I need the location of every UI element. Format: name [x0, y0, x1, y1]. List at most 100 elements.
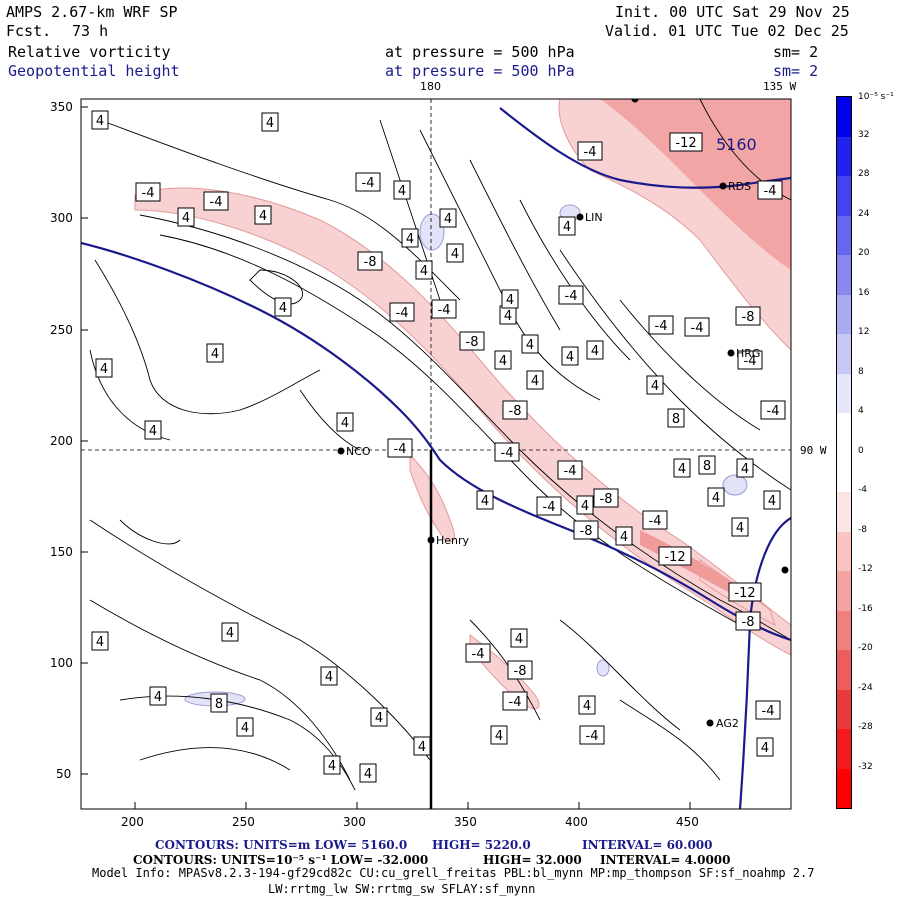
colorbar-segment — [837, 294, 851, 335]
contour-label: 4 — [144, 420, 162, 440]
colorbar-label: 24 — [858, 208, 870, 219]
contour-label-text: 4 — [444, 212, 452, 227]
colorbar-label: -28 — [858, 722, 873, 732]
contour-label-text: 4 — [741, 462, 749, 477]
colorbar-segment — [837, 610, 851, 651]
contour-label: -4 — [502, 691, 528, 711]
station-hrg: HRG — [736, 347, 760, 360]
contour-label-text: -8 — [580, 524, 593, 539]
contour-label: 4 — [393, 180, 411, 200]
contour-label: -12 — [658, 546, 692, 566]
contour-label: 4 — [615, 526, 633, 546]
contour-label: -4 — [431, 299, 457, 319]
contour-label-text: -4 — [744, 354, 757, 369]
contour-label-text: 4 — [226, 626, 234, 641]
contour-label-text: 4 — [768, 494, 776, 509]
contour-label: 4 — [177, 207, 195, 227]
y-tick-150: 150 — [50, 545, 73, 559]
contour-label: -4 — [579, 725, 605, 745]
forecast-hour: 73 h — [72, 22, 109, 40]
contour-label: 4 — [494, 350, 512, 370]
model-title: AMPS 2.67-km WRF SP — [6, 3, 178, 21]
contour-label: 8 — [210, 693, 228, 713]
contour-label-text: 4 — [526, 338, 534, 353]
colorbar-segment — [837, 729, 851, 769]
contour-label-text: 4 — [266, 116, 274, 131]
colorbar-segment — [837, 97, 851, 137]
contour-label-text: 4 — [563, 220, 571, 235]
contour-label: 4 — [731, 517, 749, 537]
contour-label-text: 8 — [215, 697, 223, 712]
contour-label-text: 4 — [279, 301, 287, 316]
contour-label-text: -4 — [586, 729, 599, 744]
contour-label: 4 — [336, 412, 354, 432]
contour-label-text: 4 — [100, 362, 108, 377]
contour-label: 4 — [254, 205, 272, 225]
station-lin: LIN — [585, 211, 603, 224]
lon-label-180: 180 — [420, 80, 441, 93]
contour-label: 4 — [359, 763, 377, 783]
contour-label: -8 — [593, 488, 619, 508]
colorbar-segment — [837, 373, 851, 414]
contour-label: 4 — [415, 260, 433, 280]
height-contour-high: HIGH= 5220.0 — [432, 838, 531, 852]
contour-label: 8 — [667, 408, 685, 428]
contour-label: -8 — [357, 251, 383, 271]
contour-label: -12 — [669, 132, 703, 152]
contour-label-text: 4 — [678, 462, 686, 477]
colorbar-label: 12 — [858, 327, 870, 337]
lon-label-90w: 90 W — [800, 444, 827, 457]
contour-label: 4 — [510, 628, 528, 648]
contour-label-text: -4 — [396, 306, 409, 321]
contour-label: 4 — [401, 228, 419, 248]
station-markers — [337, 99, 789, 727]
contour-label-text: 4 — [495, 729, 503, 744]
contour-label-text: 4 — [325, 670, 333, 685]
contour-label-text: -4 — [564, 464, 577, 479]
contour-label-text: -4 — [565, 289, 578, 304]
contour-label-text: 4 — [375, 711, 383, 726]
contour-label: -4 — [760, 400, 786, 420]
contour-label: 4 — [370, 707, 388, 727]
colorbar-segment — [837, 768, 851, 808]
contour-label-text: 4 — [591, 344, 599, 359]
vorticity-contour-info: CONTOURS: UNITS=10⁻⁵ s⁻¹ LOW= -32.000 — [133, 853, 429, 867]
colorbar-label: -16 — [858, 603, 873, 614]
contour-label: 4 — [586, 340, 604, 360]
contour-label: 4 — [707, 487, 725, 507]
model-info: Model Info: MPASv8.2.3-194-gf29cd82c CU:… — [92, 866, 815, 880]
contour-label: 4 — [320, 666, 338, 686]
contour-label-text: -8 — [600, 492, 613, 507]
contour-label-text: 4 — [420, 264, 428, 279]
contour-label-text: 4 — [364, 767, 372, 782]
contour-label-text: -8 — [514, 664, 527, 679]
contour-label-text: 4 — [620, 530, 628, 545]
contour-label-text: 4 — [398, 184, 406, 199]
contour-label: 4 — [95, 358, 113, 378]
contour-label-text: 4 — [182, 211, 190, 226]
contour-label: 4 — [91, 110, 109, 130]
colorbar-label: -32 — [858, 761, 873, 772]
contour-label-text: -4 — [691, 321, 704, 336]
contour-label: -4 — [135, 182, 161, 202]
contour-label: 4 — [206, 343, 224, 363]
contour-label-text: 4 — [504, 309, 512, 324]
contour-label-text: -4 — [362, 176, 375, 191]
contour-label: 4 — [561, 346, 579, 366]
contour-label: 4 — [756, 737, 774, 757]
contour-label: 4 — [476, 490, 494, 510]
contour-label-text: 4 — [481, 494, 489, 509]
y-tick-50: 50 — [56, 767, 72, 781]
x-tick-450: 450 — [676, 815, 699, 829]
y-tick-200: 200 — [50, 434, 73, 448]
contour-label-text: 4 — [211, 347, 219, 362]
contour-label: 4 — [91, 631, 109, 651]
contour-label: -4 — [577, 141, 603, 161]
contour-label: -8 — [502, 400, 528, 420]
vorticity-contours — [89, 99, 791, 791]
colorbar-segment — [837, 136, 851, 177]
contour-label: 4 — [236, 717, 254, 737]
height-contour-interval: INTERVAL= 60.000 — [582, 838, 713, 852]
field2-pressure: at pressure = 500 hPa — [385, 62, 575, 80]
